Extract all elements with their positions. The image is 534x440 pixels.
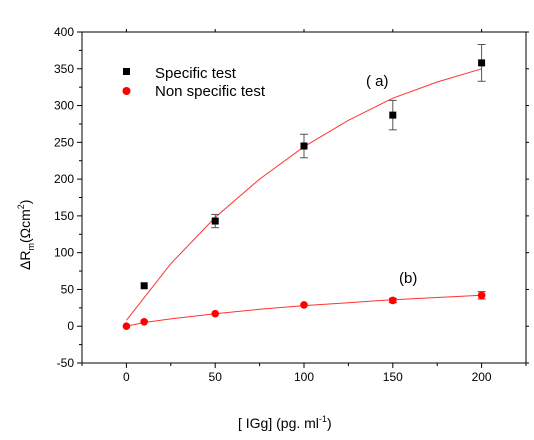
y-tick-label-1: 0 xyxy=(67,319,74,333)
x-tick-label-3: 150 xyxy=(383,370,403,384)
x-tick-label-1: 50 xyxy=(209,370,223,384)
y-axis-title-rest: (Ωcm xyxy=(17,209,33,243)
x-axis-title-sup: -1 xyxy=(319,414,327,424)
legend-label-nonspecific: Non specific test xyxy=(155,83,266,100)
x-tick-label-4: 200 xyxy=(472,370,492,384)
point-specific-4 xyxy=(478,59,486,67)
fit-curves-group xyxy=(126,68,482,327)
x-axis-title-main: [ IGg] (pg. ml xyxy=(238,415,319,431)
point-specific-2 xyxy=(300,142,308,150)
x-tick-label-2: 100 xyxy=(294,370,314,384)
y-axis-title-main: ΔR xyxy=(17,251,33,270)
x-tick-label-0: 0 xyxy=(123,370,130,384)
point-specific-3 xyxy=(389,111,397,119)
point-specific-1 xyxy=(211,217,219,225)
point-nonspecific-3 xyxy=(300,301,308,309)
y-tick-label-3: 100 xyxy=(54,246,74,260)
y-tick-label-9: 400 xyxy=(54,25,74,39)
x-axis-title-close: ) xyxy=(327,415,332,431)
y-axis-title-sup: 2 xyxy=(16,204,26,209)
y-tick-label-7: 300 xyxy=(54,99,74,113)
point-specific-0 xyxy=(140,282,148,290)
y-axis-title-close: ) xyxy=(17,200,33,205)
y-tick-label-8: 350 xyxy=(54,62,74,76)
y-tick-label-5: 200 xyxy=(54,172,74,186)
y-tick-label-6: 250 xyxy=(54,135,74,149)
annotation-b: (b) xyxy=(399,270,417,287)
annotation-a: ( a) xyxy=(366,73,389,90)
x-axis-title: [ IGg] (pg. ml-1) xyxy=(238,414,332,431)
y-tick-label-2: 50 xyxy=(61,282,75,296)
point-nonspecific-2 xyxy=(211,309,219,318)
plot-frame xyxy=(81,31,527,364)
fit-curve-1 xyxy=(126,294,482,327)
y-tick-label-4: 150 xyxy=(54,209,74,223)
y-tick-label-0: -50 xyxy=(57,356,75,370)
legend: Specific test Non specific test xyxy=(122,65,266,100)
point-nonspecific-1 xyxy=(140,318,148,326)
point-nonspecific-0 xyxy=(122,322,131,331)
legend-label-specific: Specific test xyxy=(155,65,237,82)
legend-marker-nonspecific xyxy=(122,87,131,95)
fit-curve-0 xyxy=(126,68,482,321)
y-axis-title: ΔRm(Ωcm2) xyxy=(16,200,36,270)
point-nonspecific-5 xyxy=(477,291,486,300)
y-axis-title-sub: m xyxy=(26,243,36,251)
ticks-group: -50 0 50 100 150 200 250 300 350 400 0 50 100 150 200 xyxy=(54,25,529,384)
markers-group xyxy=(122,59,486,331)
point-nonspecific-4 xyxy=(389,296,397,305)
legend-marker-specific xyxy=(123,68,130,75)
